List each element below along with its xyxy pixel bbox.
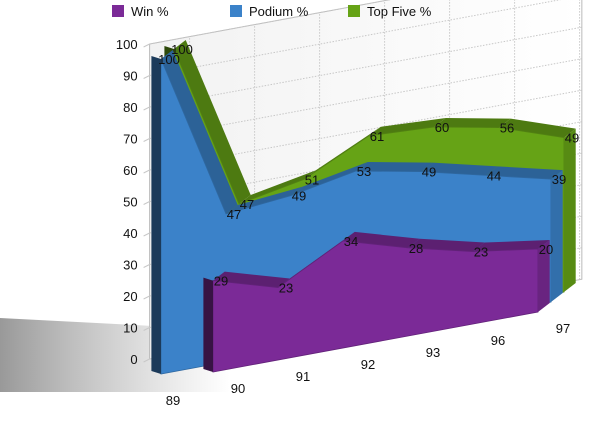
data-label-top-five-93: 60 bbox=[435, 120, 449, 135]
x-tick-label-96: 96 bbox=[491, 333, 505, 348]
series-top-five-top-5 bbox=[499, 118, 576, 138]
y-tick-label-30: 30 bbox=[123, 258, 137, 273]
legend-label-top-five: Top Five % bbox=[367, 4, 432, 19]
y-tick-label-80: 80 bbox=[123, 100, 137, 115]
data-label-top-five-91: 51 bbox=[305, 172, 319, 187]
y-tick-label-100: 100 bbox=[116, 37, 138, 52]
tick-mark-y-50 bbox=[143, 201, 150, 205]
series-podium-top-4 bbox=[421, 162, 498, 176]
data-label-podium-96: 44 bbox=[487, 168, 501, 183]
series-win-top-3 bbox=[408, 238, 485, 252]
legend-swatch-top-five bbox=[348, 5, 360, 17]
legend-swatch-win bbox=[112, 5, 124, 17]
tick-mark-y-70 bbox=[143, 138, 150, 142]
y-tick-label-20: 20 bbox=[123, 289, 137, 304]
data-label-podium-92: 53 bbox=[357, 164, 371, 179]
data-label-top-five-92: 61 bbox=[370, 129, 384, 144]
x-tick-label-91: 91 bbox=[296, 369, 310, 384]
tick-mark-y-0 bbox=[143, 358, 150, 363]
gridline-y-70 bbox=[149, 58, 582, 139]
tick-mark-y-60 bbox=[143, 169, 150, 174]
data-label-top-five-96: 56 bbox=[500, 121, 514, 136]
y-tick-label-60: 60 bbox=[123, 163, 137, 178]
x-tick-label-89: 89 bbox=[166, 393, 180, 408]
data-label-top-five-89: 100 bbox=[171, 42, 193, 57]
legend-label-win: Win % bbox=[131, 4, 169, 19]
data-label-podium-89: 100 bbox=[158, 52, 180, 67]
data-label-top-five-90: 47 bbox=[240, 197, 254, 212]
series-podium-top-0 bbox=[161, 50, 238, 214]
y-tick-label-10: 10 bbox=[123, 321, 137, 336]
tick-mark-y-10 bbox=[143, 327, 150, 331]
x-tick-label-93: 93 bbox=[426, 345, 440, 360]
gridline-y-90 bbox=[149, 0, 562, 76]
data-label-win-92: 34 bbox=[344, 234, 358, 249]
data-label-podium-93: 49 bbox=[422, 165, 436, 180]
x-axis-ticks: 89 90 91 92 93 96 97 bbox=[166, 321, 570, 408]
x-tick-label-90: 90 bbox=[231, 381, 245, 396]
series-podium-top-3 bbox=[356, 162, 433, 172]
series-top-five-top-1 bbox=[239, 170, 316, 204]
data-label-win-91: 23 bbox=[279, 281, 293, 296]
series-top-five-top-4 bbox=[434, 118, 511, 128]
series-win-side bbox=[203, 277, 213, 372]
series-win-top-2 bbox=[343, 231, 420, 248]
data-label-podium-97: 39 bbox=[552, 172, 566, 187]
series-win bbox=[203, 231, 550, 373]
gridline-y-100 bbox=[149, 0, 391, 45]
series-top-five-end-cap bbox=[564, 128, 576, 292]
data-label-podium-91: 49 bbox=[292, 189, 306, 204]
y-axis-ticks: 0 10 20 30 40 50 60 70 80 90 100 bbox=[116, 37, 138, 367]
tick-mark-y-100 bbox=[143, 43, 150, 48]
data-label-podium-90: 47 bbox=[227, 207, 241, 222]
series-podium-top-5 bbox=[486, 166, 563, 180]
data-label-win-93: 28 bbox=[409, 241, 423, 256]
data-labels: 100 47 51 61 60 56 49 100 47 49 53 49 44 39 29 23 34 28 23… bbox=[158, 42, 579, 296]
series-win-top-4 bbox=[473, 240, 550, 252]
y-tick-label-70: 70 bbox=[123, 132, 137, 147]
legend: Win % Podium % Top Five % bbox=[112, 4, 432, 19]
y-tick-label-40: 40 bbox=[123, 226, 137, 241]
gridline-y-80 bbox=[149, 26, 582, 108]
x-tick-label-92: 92 bbox=[361, 357, 375, 372]
y-tick-label-0: 0 bbox=[130, 352, 137, 367]
tick-mark-y-30 bbox=[143, 264, 150, 268]
tick-mark-y-80 bbox=[143, 106, 150, 111]
series-win-top-0 bbox=[213, 271, 290, 288]
series-podium-top-2 bbox=[291, 162, 368, 196]
x-tick-label-97: 97 bbox=[556, 321, 570, 336]
tick-mark-y-90 bbox=[143, 75, 150, 79]
series-podium-side bbox=[151, 56, 161, 374]
data-label-win-97: 20 bbox=[539, 242, 553, 257]
series-win-end-cap bbox=[538, 240, 550, 312]
legend-swatch-podium bbox=[230, 5, 242, 17]
series-top-five-top-3 bbox=[369, 118, 446, 136]
y-tick-label-50: 50 bbox=[123, 195, 137, 210]
series-podium-top-1 bbox=[226, 186, 303, 214]
data-label-top-five-97: 49 bbox=[565, 131, 579, 146]
tick-mark-y-40 bbox=[143, 232, 150, 237]
series-podium-end-cap bbox=[551, 170, 563, 302]
data-label-win-90: 29 bbox=[214, 274, 228, 289]
y-tick-label-90: 90 bbox=[123, 69, 137, 84]
data-label-win-96: 23 bbox=[474, 245, 488, 260]
series-top-five-top-0 bbox=[174, 40, 251, 204]
tick-mark-y-20 bbox=[143, 295, 150, 300]
legend-label-podium: Podium % bbox=[249, 4, 309, 19]
